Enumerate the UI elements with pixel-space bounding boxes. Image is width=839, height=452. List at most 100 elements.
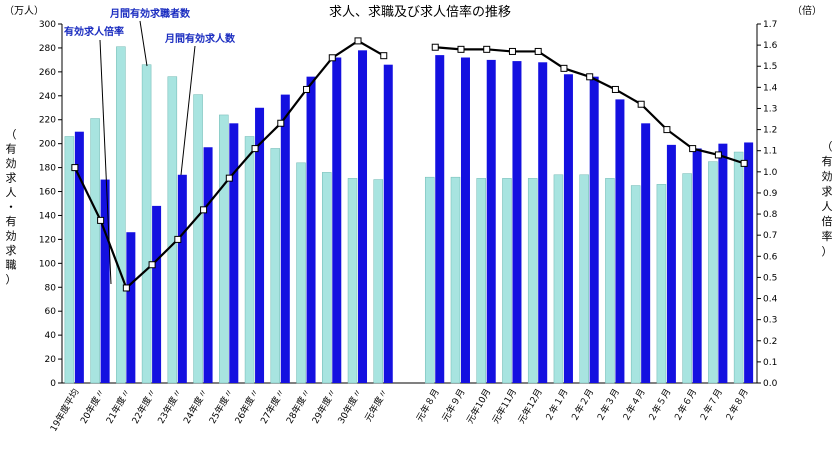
ratio-point <box>303 85 311 93</box>
right-tick-label: 1.5 <box>763 62 777 72</box>
category-label: ２年４月 <box>619 387 647 424</box>
category-label: 22年度〃 <box>129 387 159 426</box>
bar-job-openings <box>74 131 84 383</box>
right-axis-unit: （倍） <box>792 4 822 17</box>
left-tick-label: 240 <box>39 92 56 102</box>
right-axis-title-char: （ <box>822 140 833 153</box>
right-tick-label: 1.3 <box>763 104 777 114</box>
category-label: 20年度〃 <box>78 387 108 426</box>
ratio-point <box>122 284 130 292</box>
right-axis-title-char: 効 <box>822 169 833 183</box>
right-tick-label: 0.2 <box>763 337 777 347</box>
ratio-point <box>431 43 439 51</box>
category-label: 29年度〃 <box>309 387 339 426</box>
ratio-point <box>586 73 594 81</box>
left-tick-label: 180 <box>39 164 56 174</box>
left-axis-title-char: 職 <box>6 259 17 272</box>
category-label: 元年12月 <box>515 387 545 426</box>
left-tick-label: 60 <box>45 307 57 317</box>
bar-job-seekers <box>579 174 589 384</box>
left-tick-label: 280 <box>39 44 56 54</box>
bar-job-openings <box>538 62 548 383</box>
bar-job-openings <box>641 123 651 383</box>
category-label: 30年度〃 <box>335 387 365 426</box>
annotation-seekers-leader <box>139 20 148 67</box>
left-axis-title-char: 有 <box>6 214 17 228</box>
right-tick-label: 0.3 <box>763 316 777 326</box>
bar-job-seekers <box>193 94 203 384</box>
left-tick-label: 140 <box>39 211 56 221</box>
bar-job-seekers <box>450 176 461 384</box>
bar-job-seekers <box>296 162 306 384</box>
right-tick-label: 0.9 <box>763 189 778 199</box>
left-axis-unit: （万人） <box>4 5 44 17</box>
bar-job-openings <box>744 142 754 383</box>
bar-job-openings <box>692 148 702 383</box>
bar-job-openings <box>435 55 445 383</box>
bar-job-seekers <box>347 178 358 384</box>
left-tick-label: 260 <box>39 68 56 78</box>
right-tick-label: 1.7 <box>763 20 777 30</box>
left-tick-label: 40 <box>45 331 57 341</box>
bar-job-openings <box>589 76 599 384</box>
left-axis-title-char: ） <box>6 273 17 286</box>
annotation-openings: 月間有効求人数 <box>164 32 236 45</box>
right-tick-label: 1.2 <box>763 126 777 136</box>
right-tick-label: 0.6 <box>763 252 778 262</box>
ratio-point <box>560 64 568 72</box>
right-tick-label: 0.1 <box>763 358 777 368</box>
category-label: 21年度〃 <box>103 387 133 426</box>
category-label: ２年７月 <box>697 387 725 424</box>
bar-job-openings <box>615 99 625 383</box>
ratio-line-group <box>71 37 748 292</box>
bar-job-openings <box>563 74 573 383</box>
category-label: 23年度〃 <box>155 387 185 426</box>
bar-job-seekers <box>270 148 281 384</box>
right-tick-label: 1.0 <box>763 168 778 178</box>
ratio-point <box>611 85 619 93</box>
ratio-point <box>380 52 388 60</box>
right-axis-title-char: 求 <box>822 185 833 198</box>
category-label: 元年11月 <box>489 387 519 426</box>
left-tick-label: 120 <box>39 235 56 245</box>
ratio-point <box>663 126 671 134</box>
left-tick-label: 220 <box>39 116 56 126</box>
bar-job-seekers <box>64 136 75 384</box>
category-label: ２年２月 <box>568 387 596 424</box>
bar-job-seekers <box>244 136 255 384</box>
right-axis-title: （有効求人倍率 ） <box>822 140 833 258</box>
bar-job-openings <box>280 94 290 383</box>
right-tick-label: 1.1 <box>763 147 777 157</box>
bar-job-seekers <box>373 179 384 384</box>
bar-job-seekers <box>476 178 486 384</box>
bar-job-seekers <box>682 173 692 384</box>
right-tick-label: 0.5 <box>763 273 777 283</box>
bar-job-openings <box>383 64 393 383</box>
bar-job-seekers <box>630 185 641 384</box>
ratio-point <box>225 174 233 182</box>
bar-job-seekers <box>424 176 435 384</box>
bar-job-openings <box>332 57 342 384</box>
category-label: 元年９月 <box>439 387 467 424</box>
bar-job-seekers <box>527 178 538 384</box>
ratio-point <box>508 47 516 55</box>
ratio-point <box>714 151 722 159</box>
bar-job-seekers <box>733 151 744 384</box>
bar-job-seekers <box>656 184 667 384</box>
category-label: 25年度〃 <box>206 387 236 426</box>
bar-job-seekers <box>219 114 229 384</box>
annotation-openings-leader <box>180 45 196 176</box>
right-tick-label: 0.4 <box>763 295 778 305</box>
annotation-ratio-leader <box>99 39 112 285</box>
left-axis-title-char: 求 <box>6 244 17 257</box>
ratio-point <box>534 47 542 55</box>
bar-job-openings <box>152 205 162 383</box>
right-axis-title-char: 率 <box>822 229 833 243</box>
left-tick-label: 80 <box>45 283 57 293</box>
ratio-point <box>689 145 697 153</box>
ratio-point <box>457 45 465 53</box>
category-label: 元年８月 <box>413 387 441 424</box>
